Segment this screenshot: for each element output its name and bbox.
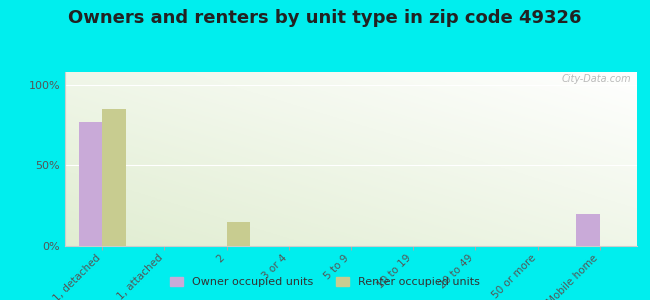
Bar xyxy=(227,222,250,246)
Bar xyxy=(576,214,600,246)
Bar xyxy=(79,122,102,246)
Text: City-Data.com: City-Data.com xyxy=(562,74,631,84)
Bar xyxy=(102,109,126,246)
Text: Owners and renters by unit type in zip code 49326: Owners and renters by unit type in zip c… xyxy=(68,9,582,27)
Legend: Owner occupied units, Renter occupied units: Owner occupied units, Renter occupied un… xyxy=(166,272,484,291)
